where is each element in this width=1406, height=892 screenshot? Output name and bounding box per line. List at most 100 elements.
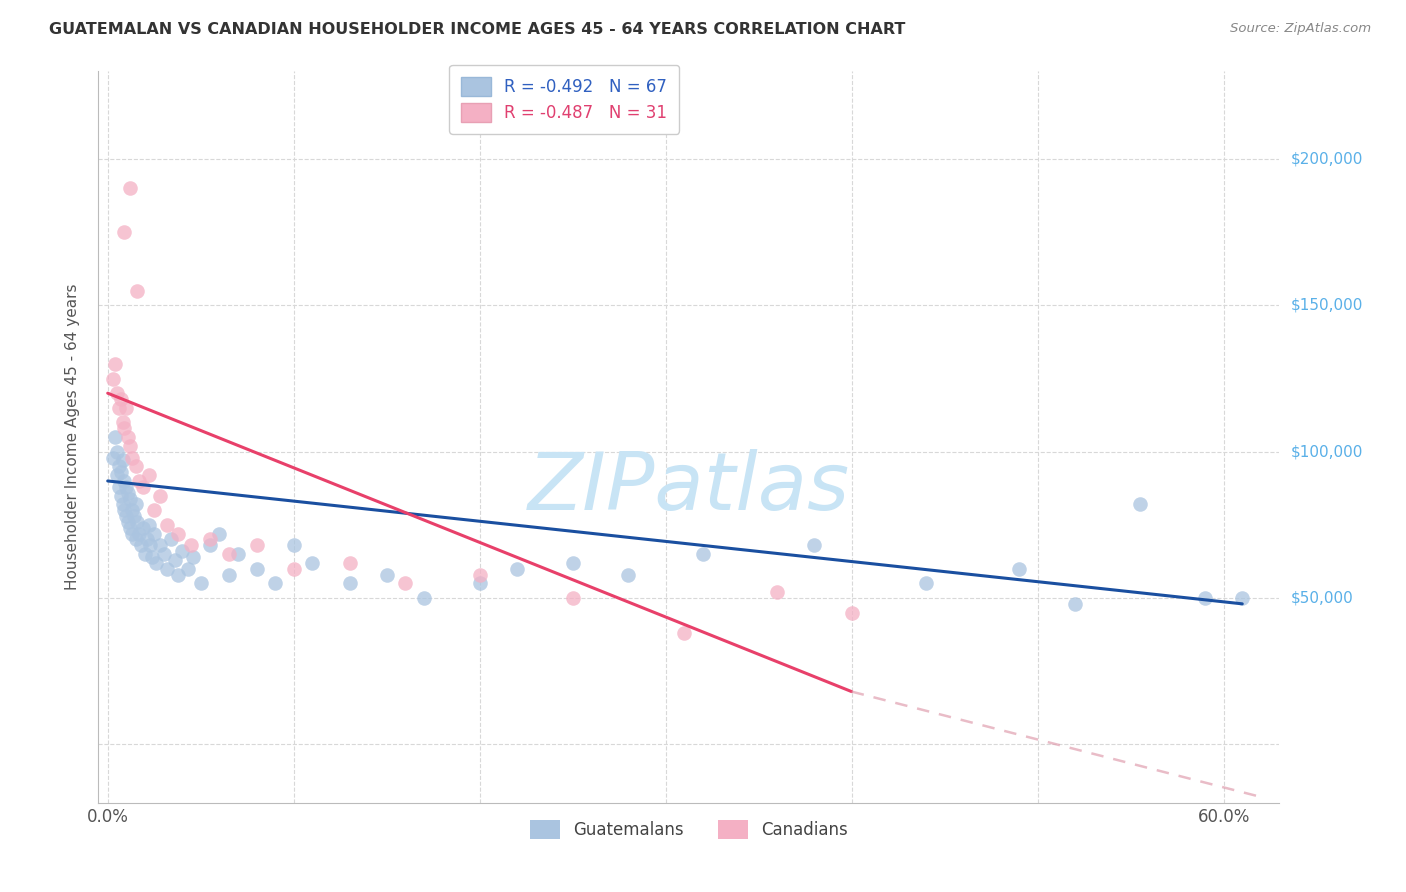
Point (152, 547, 174, 561)
Point (160, 533, 183, 547)
Point (176, 562, 198, 576)
Point (117, 515, 139, 529)
Point (1008, 562, 1031, 576)
Point (121, 503, 143, 517)
Point (375, 567, 398, 582)
Point (803, 538, 825, 552)
Point (114, 474, 136, 488)
Point (245, 538, 267, 552)
Point (110, 465, 132, 479)
Point (105, 444, 128, 458)
Point (138, 468, 160, 483)
Text: GUATEMALAN VS CANADIAN HOUSEHOLDER INCOME AGES 45 - 64 YEARS CORRELATION CHART: GUATEMALAN VS CANADIAN HOUSEHOLDER INCOM… (49, 22, 905, 37)
Point (117, 430, 139, 444)
Point (181, 549, 204, 564)
Point (122, 509, 145, 524)
Point (118, 181, 141, 195)
Point (132, 480, 155, 494)
Point (103, 371, 125, 385)
Point (127, 515, 149, 529)
Point (121, 450, 143, 465)
Point (301, 556, 323, 570)
Point (339, 556, 361, 570)
Legend: Guatemalans, Canadians: Guatemalans, Canadians (523, 814, 855, 846)
Point (841, 606, 863, 620)
Point (135, 533, 157, 547)
Point (394, 576, 416, 591)
Text: $150,000: $150,000 (1291, 298, 1362, 313)
Point (128, 526, 150, 541)
Point (124, 459, 146, 474)
Text: $50,000: $50,000 (1291, 591, 1354, 606)
Point (766, 585, 789, 599)
Point (118, 439, 141, 453)
Point (339, 576, 361, 591)
Point (111, 453, 134, 467)
Point (198, 538, 221, 552)
Point (110, 489, 132, 503)
Point (190, 576, 212, 591)
Point (124, 533, 146, 547)
Point (218, 567, 240, 582)
Point (180, 538, 202, 552)
Point (132, 521, 155, 535)
Text: $100,000: $100,000 (1291, 444, 1362, 459)
Point (143, 526, 166, 541)
Point (167, 526, 190, 541)
Point (506, 562, 529, 576)
Point (1232, 591, 1254, 605)
Point (1063, 597, 1085, 611)
Point (115, 401, 138, 415)
Point (226, 547, 249, 561)
Point (118, 521, 141, 535)
Point (145, 556, 167, 570)
Point (163, 553, 186, 567)
Point (412, 591, 434, 605)
Point (105, 386, 128, 401)
Point (468, 576, 491, 591)
Point (138, 517, 160, 532)
Point (115, 509, 138, 524)
Point (468, 567, 491, 582)
Point (114, 225, 136, 239)
Point (156, 517, 179, 532)
Point (121, 526, 143, 541)
Point (110, 392, 132, 406)
Point (104, 357, 127, 371)
Point (129, 538, 152, 552)
Point (561, 591, 583, 605)
Point (111, 416, 134, 430)
Point (198, 533, 221, 547)
Point (1129, 497, 1152, 511)
Point (208, 526, 231, 541)
Point (139, 538, 162, 552)
Point (115, 480, 138, 494)
Point (108, 401, 131, 415)
Point (104, 430, 127, 444)
Point (124, 497, 146, 511)
Point (283, 562, 305, 576)
Point (617, 567, 640, 582)
Point (127, 284, 149, 298)
Point (172, 544, 194, 558)
Point (103, 450, 125, 465)
Point (117, 485, 139, 500)
Point (149, 538, 172, 552)
Point (264, 576, 287, 591)
Point (108, 480, 131, 494)
Point (561, 556, 583, 570)
Point (283, 538, 305, 552)
Point (167, 567, 190, 582)
Text: $200,000: $200,000 (1291, 152, 1362, 167)
Point (118, 491, 141, 506)
Point (134, 547, 156, 561)
Text: Source: ZipAtlas.com: Source: ZipAtlas.com (1230, 22, 1371, 36)
Point (111, 497, 134, 511)
Point (673, 626, 696, 640)
Point (1194, 591, 1216, 605)
Point (114, 503, 136, 517)
Text: ZIPatlas: ZIPatlas (527, 450, 851, 527)
Point (156, 562, 179, 576)
Point (114, 421, 136, 435)
Point (128, 474, 150, 488)
